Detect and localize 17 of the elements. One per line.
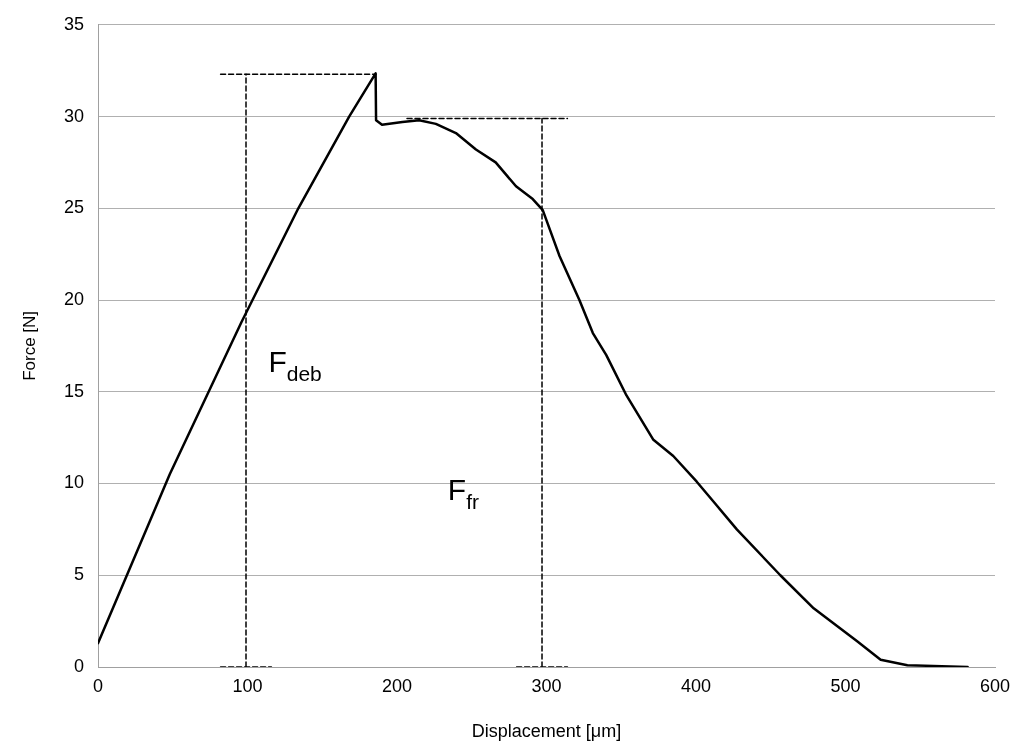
y-tick-label: 5 bbox=[73, 564, 84, 585]
x-tick-label: 0 bbox=[92, 675, 104, 696]
y-tick-label: 20 bbox=[63, 289, 84, 309]
y-tick-label: 30 bbox=[63, 105, 84, 126]
x-tick-label: 400 bbox=[680, 675, 712, 696]
x-tick-label: 100 bbox=[232, 675, 263, 696]
x-axis-title: Displacement [μm] bbox=[471, 721, 622, 742]
y-tick-label: 35 bbox=[63, 13, 84, 34]
y-tick-label: 15 bbox=[63, 380, 84, 401]
x-tick-label: 200 bbox=[381, 675, 413, 696]
x-tick-label: 500 bbox=[830, 675, 861, 696]
y-tick-label: 25 bbox=[63, 197, 84, 218]
y-tick-label: 10 bbox=[63, 472, 84, 493]
y-tick-label: 0 bbox=[73, 655, 84, 676]
x-tick-label: 600 bbox=[979, 675, 1011, 696]
y-axis-title: Force [N] bbox=[19, 310, 39, 381]
x-tick-label: 300 bbox=[531, 675, 562, 696]
